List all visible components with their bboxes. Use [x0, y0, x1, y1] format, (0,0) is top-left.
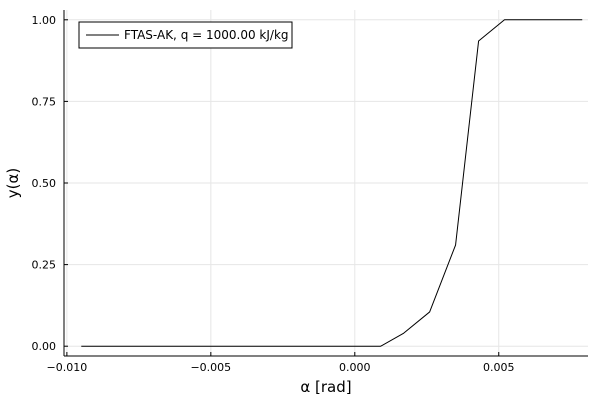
- y-tick-label: 0.75: [32, 95, 57, 108]
- x-axis-label: α [rad]: [300, 378, 351, 396]
- y-tick-label: 1.00: [32, 14, 57, 27]
- ticks: −0.010 −0.005 0.000 0.005 0.00 0.25 0.50 0.75 1.…: [32, 14, 515, 374]
- x-tick-label: −0.010: [47, 361, 88, 374]
- x-tick-label: 0.000: [339, 361, 371, 374]
- y-tick-label: 0.50: [32, 177, 57, 190]
- series-line: [81, 19, 583, 347]
- x-tick-label: −0.005: [190, 361, 231, 374]
- series: [81, 19, 583, 347]
- x-tick-label: 0.005: [483, 361, 515, 374]
- legend: FTAS-AK, q = 1000.00 kJ/kg: [78, 21, 293, 49]
- grid: [64, 10, 588, 356]
- y-tick-label: 0.00: [32, 340, 57, 353]
- y-tick-label: 0.25: [32, 259, 57, 272]
- y-axis-label: y(α): [4, 168, 22, 198]
- legend-entry: FTAS-AK, q = 1000.00 kJ/kg: [124, 28, 289, 42]
